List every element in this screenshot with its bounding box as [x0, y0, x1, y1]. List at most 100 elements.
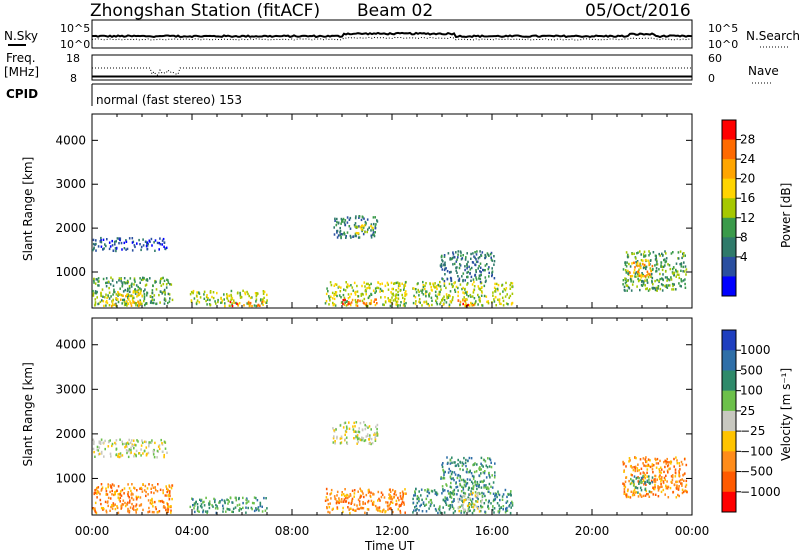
- data-cell: [139, 281, 141, 284]
- data-cell: [128, 509, 130, 513]
- data-cell: [425, 300, 428, 303]
- data-cell: [92, 248, 94, 252]
- colorbar-label: Power [dB]: [779, 183, 793, 248]
- data-cell: [99, 300, 102, 304]
- data-cell: [454, 464, 457, 468]
- data-cell: [334, 291, 337, 294]
- data-cell: [478, 468, 481, 471]
- data-cell: [143, 293, 146, 296]
- data-cell: [109, 245, 112, 248]
- data-cell: [332, 437, 335, 440]
- data-cell: [395, 503, 397, 506]
- data-cell: [461, 461, 464, 464]
- data-cell: [350, 236, 352, 239]
- data-cell: [664, 270, 667, 273]
- data-cell: [622, 283, 624, 286]
- data-cell: [441, 463, 443, 467]
- data-cell: [98, 302, 100, 305]
- data-cell: [684, 472, 686, 475]
- data-cell: [133, 455, 135, 458]
- data-cell: [255, 507, 257, 510]
- data-cell: [480, 506, 483, 509]
- data-cell: [155, 507, 157, 511]
- data-cell: [238, 302, 241, 305]
- data-cell: [123, 281, 125, 284]
- data-cell: [503, 287, 506, 291]
- data-cell: [208, 502, 210, 505]
- data-cell: [666, 480, 668, 483]
- data-cell: [352, 508, 354, 511]
- data-cell: [460, 478, 463, 482]
- noise-search-line: [91, 36, 693, 41]
- data-cell: [158, 499, 160, 503]
- data-cell: [445, 483, 447, 486]
- data-cell: [478, 287, 480, 290]
- data-cell: [339, 437, 342, 440]
- data-cell: [648, 481, 650, 484]
- data-cell: [105, 509, 108, 512]
- data-cell: [658, 477, 661, 481]
- data-cell: [117, 496, 120, 499]
- data-cell: [466, 293, 468, 296]
- data-cell: [496, 495, 498, 499]
- data-cell: [101, 299, 103, 302]
- data-cell: [154, 239, 157, 242]
- data-cell: [377, 509, 379, 512]
- data-cell: [130, 285, 133, 288]
- data-cell: [95, 242, 97, 246]
- data-cell: [488, 490, 490, 493]
- data-cell: [366, 287, 368, 290]
- data-cell: [631, 252, 633, 256]
- data-cell: [461, 496, 463, 499]
- data-cell: [462, 278, 464, 282]
- data-cell: [350, 501, 353, 504]
- data-cell: [143, 297, 146, 301]
- data-cell: [108, 304, 111, 307]
- data-cell: [652, 251, 655, 254]
- data-cell: [472, 303, 475, 307]
- data-cell: [336, 229, 339, 233]
- data-cell: [345, 425, 348, 428]
- data-cell: [365, 282, 368, 286]
- data-cell: [628, 460, 630, 463]
- data-cell: [442, 260, 444, 263]
- data-cell: [629, 459, 631, 462]
- data-cell: [466, 298, 468, 301]
- data-cell: [483, 269, 485, 272]
- data-cell: [403, 503, 405, 506]
- data-cell: [677, 251, 680, 254]
- data-cell: [96, 448, 98, 451]
- data-cell: [446, 456, 448, 459]
- data-cell: [155, 280, 157, 283]
- data-cell: [481, 505, 484, 509]
- data-cell: [120, 278, 122, 281]
- data-cell: [354, 298, 357, 302]
- data-cell: [488, 457, 491, 460]
- data-cell: [368, 438, 370, 441]
- data-cell: [111, 444, 113, 448]
- data-cell: [483, 479, 485, 482]
- data-cell: [348, 495, 350, 498]
- data-cell: [491, 474, 493, 477]
- data-cell: [374, 504, 377, 508]
- data-cell: [662, 488, 665, 492]
- data-cell: [654, 474, 656, 478]
- data-cell: [353, 430, 355, 433]
- noise-sky-label: N.Sky: [4, 29, 38, 43]
- data-cell: [655, 462, 658, 465]
- data-cell: [119, 293, 122, 296]
- data-cell: [447, 504, 450, 507]
- data-cell: [455, 251, 457, 254]
- data-cell: [467, 303, 469, 307]
- data-cell: [674, 468, 677, 471]
- data-cell: [664, 264, 666, 267]
- data-cell: [216, 507, 219, 510]
- data-cell: [467, 270, 469, 274]
- data-cell: [339, 290, 342, 293]
- data-cell: [370, 234, 373, 237]
- data-cell: [480, 290, 483, 293]
- data-cell: [369, 437, 371, 440]
- data-cell: [327, 502, 330, 506]
- data-cell: [130, 302, 132, 305]
- data-cell: [639, 278, 641, 282]
